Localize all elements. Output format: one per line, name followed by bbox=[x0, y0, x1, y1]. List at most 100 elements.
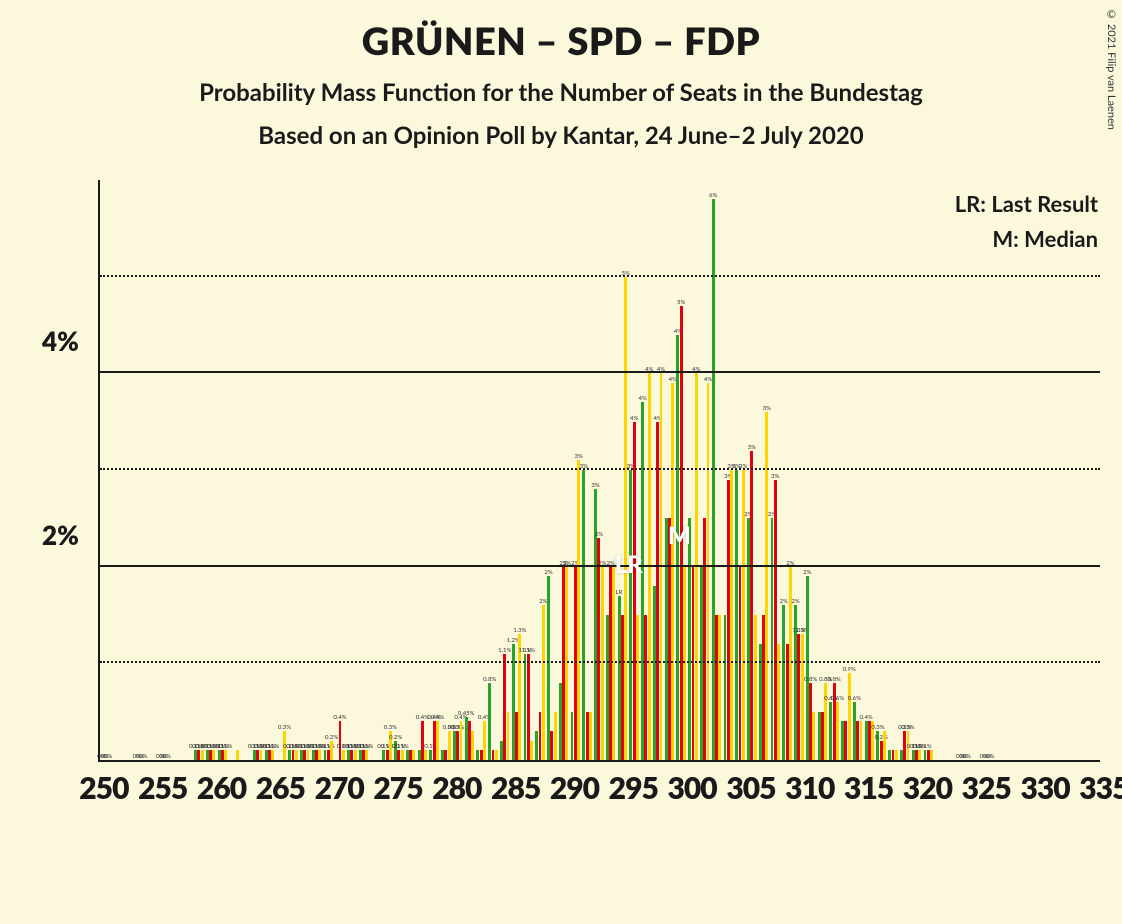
bar-value-label: 1.1% bbox=[498, 647, 511, 654]
bar-value-label: 4% bbox=[638, 395, 646, 402]
bar-value-label: 0.3% bbox=[871, 724, 884, 731]
bar-fdp: 0.1% bbox=[271, 750, 274, 760]
bar-value-label: 0% bbox=[163, 753, 171, 760]
bar-gruenen: 0.8% bbox=[488, 683, 491, 760]
bar-fdp bbox=[471, 731, 474, 760]
bar-fdp: 0.1% bbox=[318, 750, 321, 760]
bar-fdp bbox=[895, 750, 898, 760]
bar-fdp: 4% bbox=[695, 373, 698, 760]
bar-value-label: 0.8% bbox=[804, 676, 817, 683]
x-axis-label: 280 bbox=[432, 770, 481, 806]
bar-fdp: 0.1% bbox=[224, 750, 227, 760]
bar-fdp bbox=[930, 750, 933, 760]
bar-fdp bbox=[754, 615, 757, 760]
bar-value-label: 0% bbox=[986, 753, 994, 760]
bar-value-label: 3% bbox=[574, 453, 582, 460]
bar-value-label: 2% bbox=[544, 569, 552, 576]
bar-value-label: 0.2% bbox=[325, 734, 338, 741]
bar-fdp bbox=[636, 615, 639, 760]
bar-fdp bbox=[507, 712, 510, 760]
gridline-minor bbox=[100, 275, 1100, 277]
bar-value-label: LR bbox=[616, 589, 623, 596]
bar-value-label: 0% bbox=[139, 753, 147, 760]
bar-fdp bbox=[812, 712, 815, 760]
bar-value-label: 0.1% bbox=[360, 743, 373, 750]
x-axis-label: 310 bbox=[785, 770, 834, 806]
bar-fdp: 5% bbox=[624, 277, 627, 760]
bar-fdp: 0.2% bbox=[330, 741, 333, 760]
gridline-minor bbox=[100, 468, 1100, 470]
bar-value-label: 0.1% bbox=[918, 743, 931, 750]
x-axis-label: 305 bbox=[726, 770, 775, 806]
bar-fdp: 0.1% bbox=[201, 750, 204, 760]
y-axis-label: 4% bbox=[42, 325, 79, 357]
title-block: GRÜNEN – SPD – FDP Probability Mass Func… bbox=[0, 0, 1122, 150]
bar-fdp: 0.1% bbox=[365, 750, 368, 760]
bars-layer: 0%0%0%0%0%0%0%0%0%0.1%0.1%0.1%0.1%0.1%0.… bbox=[100, 180, 1100, 760]
bar-fdp: 0.1% bbox=[354, 750, 357, 760]
bar-fdp: 0.1% bbox=[918, 750, 921, 760]
bar-fdp bbox=[718, 615, 721, 760]
bar-fdp bbox=[589, 712, 592, 760]
bar-fdp bbox=[495, 750, 498, 760]
bar-fdp bbox=[530, 741, 533, 760]
bar-fdp: 4% bbox=[707, 383, 710, 760]
bar-fdp: 0.6% bbox=[836, 702, 839, 760]
x-axis-label: 325 bbox=[962, 770, 1011, 806]
bar-value-label: 0.6% bbox=[831, 695, 844, 702]
bar-value-label: 3% bbox=[763, 405, 771, 412]
bar-value-label: 2% bbox=[595, 531, 603, 538]
bar-fdp: 0.1% bbox=[342, 750, 345, 760]
bar-value-label: 4% bbox=[630, 415, 638, 422]
bar-value-label: 0.3% bbox=[278, 724, 291, 731]
bar-fdp: 0.4% bbox=[483, 721, 486, 760]
x-axis-label: 320 bbox=[903, 770, 952, 806]
bar-fdp: 1.3% bbox=[801, 634, 804, 760]
bar-value-label: 0% bbox=[104, 753, 112, 760]
bar-value-label: 0.1% bbox=[219, 743, 232, 750]
gridline-major bbox=[100, 371, 1100, 373]
bar-value-label: 5% bbox=[677, 299, 685, 306]
bar-fdp bbox=[554, 712, 557, 760]
chart-subtitle-1: Probability Mass Function for the Number… bbox=[0, 78, 1122, 107]
x-axis-labels: 2502552602652702752802852902953003053103… bbox=[98, 770, 1098, 830]
bar-value-label: 0.4% bbox=[431, 714, 444, 721]
bar-fdp: 2% bbox=[542, 605, 545, 760]
x-axis-label: 335 bbox=[1079, 770, 1122, 806]
bar-fdp bbox=[860, 721, 863, 760]
bar-value-label: 0% bbox=[963, 753, 971, 760]
x-axis-label: 255 bbox=[138, 770, 187, 806]
bar-value-label: 0.3% bbox=[384, 724, 397, 731]
x-axis-label: 330 bbox=[1020, 770, 1069, 806]
bar-fdp: 0.1% bbox=[212, 750, 215, 760]
bar-value-label: 3% bbox=[771, 473, 779, 480]
x-axis-label: 290 bbox=[550, 770, 599, 806]
bar-fdp bbox=[883, 731, 886, 760]
x-axis-label: 265 bbox=[256, 770, 305, 806]
bar-fdp: 3% bbox=[765, 412, 768, 760]
bar-fdp: 0.4% bbox=[436, 721, 439, 760]
bar-value-label: 0.8% bbox=[483, 676, 496, 683]
x-axis-label: 300 bbox=[668, 770, 717, 806]
bar-fdp: 3% bbox=[577, 460, 580, 760]
bar-fdp: 3% bbox=[730, 470, 733, 760]
bar-fdp: 0.9% bbox=[848, 673, 851, 760]
bar-fdp: 0.1% bbox=[260, 750, 263, 760]
bar-value-label: 1.3% bbox=[513, 627, 526, 634]
bar-fdp: 0.1% bbox=[307, 750, 310, 760]
x-axis-label: 260 bbox=[197, 770, 246, 806]
bar-value-label: 2% bbox=[780, 598, 788, 605]
bar-fdp bbox=[424, 750, 427, 760]
bar-value-label: 0.3% bbox=[901, 724, 914, 731]
x-axis-label: 275 bbox=[373, 770, 422, 806]
bar-value-label: 0.2% bbox=[389, 734, 402, 741]
bar-value-label: 0.4% bbox=[333, 714, 346, 721]
bar-value-label: 0.6% bbox=[848, 695, 861, 702]
bar-value-label: 0.1% bbox=[396, 743, 409, 750]
bar-value-label: 0.1% bbox=[266, 743, 279, 750]
chart-title: GRÜNEN – SPD – FDP bbox=[0, 18, 1122, 64]
bar-fdp: 0.1% bbox=[401, 750, 404, 760]
bar-value-label: 0.8% bbox=[828, 676, 841, 683]
bar-fdp bbox=[412, 750, 415, 760]
bar-fdp bbox=[236, 750, 239, 760]
